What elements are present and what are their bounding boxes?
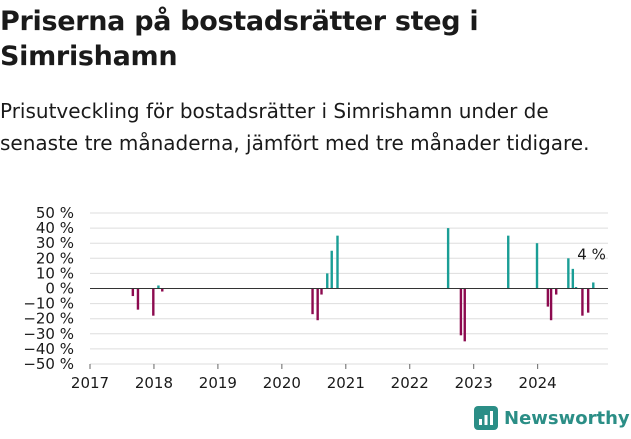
x-tick-label: 2023: [455, 374, 493, 392]
chart-subtitle: Prisutveckling för bostadsrätter i Simri…: [0, 99, 590, 155]
bar: [581, 288, 584, 316]
y-tick-label: 10 %: [36, 264, 74, 282]
x-tick-label: 2021: [327, 374, 365, 392]
bar: [586, 288, 590, 313]
y-tick-label: −40 %: [23, 340, 74, 358]
y-tick-label: −20 %: [23, 310, 74, 328]
bar: [535, 243, 539, 289]
bar: [311, 288, 314, 315]
data-label: 4 %: [577, 245, 606, 263]
y-tick-label: −30 %: [23, 325, 74, 343]
y-tick-label: 30 %: [36, 234, 74, 252]
x-tick-label: 2024: [519, 374, 557, 392]
bar: [131, 288, 135, 297]
bar: [446, 228, 450, 289]
x-tick-label: 2017: [71, 374, 109, 392]
bar: [136, 288, 140, 310]
bar: [326, 273, 329, 289]
bar: [320, 288, 323, 295]
bar: [459, 288, 463, 336]
newsworthy-logo-icon: [474, 406, 498, 430]
x-tick-label: 2018: [135, 374, 173, 392]
bar-chart: 50 %40 %30 %20 %10 %0 %−10 %−20 %−30 %−4…: [23, 204, 608, 392]
bar: [316, 288, 319, 321]
bar: [507, 235, 510, 289]
bar: [161, 288, 164, 292]
brand-name: Newsworthy: [504, 407, 630, 429]
y-tick-label: −10 %: [23, 295, 74, 313]
x-tick-label: 2022: [391, 374, 429, 392]
bar: [549, 288, 553, 321]
x-tick-label: 2020: [263, 374, 301, 392]
bar: [463, 288, 466, 342]
bar: [555, 288, 558, 295]
x-tick-label: 2019: [199, 374, 237, 392]
y-tick-label: −50 %: [23, 355, 74, 373]
bar: [336, 235, 339, 289]
bar: [592, 282, 595, 289]
bar: [571, 268, 575, 289]
y-tick-label: 0 %: [45, 280, 74, 298]
bar: [330, 250, 333, 289]
newsworthy-brand: Newsworthy: [474, 406, 630, 430]
bar: [157, 285, 160, 289]
bar: [546, 288, 550, 307]
y-tick-label: 20 %: [36, 249, 74, 267]
chart-title: Priserna på bostadsrätter steg i Simrish…: [0, 6, 479, 72]
bar: [574, 286, 578, 289]
y-tick-label: 50 %: [36, 204, 74, 222]
bar: [152, 288, 155, 316]
y-tick-label: 40 %: [36, 219, 74, 237]
bar: [567, 258, 570, 289]
